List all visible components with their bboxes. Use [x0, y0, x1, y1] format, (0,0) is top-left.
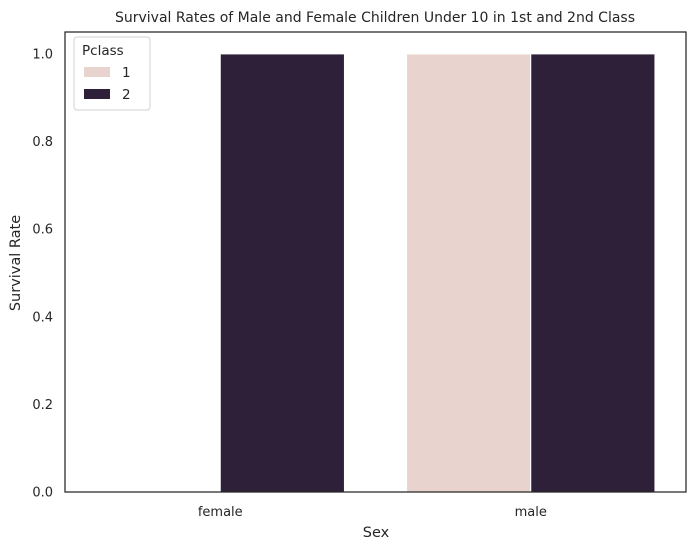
bar-female-pclass-2 — [219, 53, 345, 493]
legend-swatch-pclass-1 — [84, 67, 110, 77]
plot-frame — [64, 31, 687, 493]
x-tick-label: male — [515, 505, 547, 520]
legend-swatch-pclass-2 — [84, 89, 110, 99]
y-tick-label: 0.8 — [32, 135, 53, 150]
legend-title: Pclass — [82, 43, 124, 59]
bar-male-pclass-1 — [406, 53, 532, 493]
chart-title: Survival Rates of Male and Female Childr… — [115, 10, 635, 26]
legend-label-pclass-1: 1 — [122, 65, 131, 81]
bar-male-pclass-2 — [530, 53, 656, 493]
y-tick-label: 0.2 — [32, 398, 53, 413]
y-axis-label: Survival Rate — [8, 215, 24, 311]
y-tick-label: 0.4 — [32, 310, 53, 325]
y-tick-label: 0.0 — [32, 486, 53, 501]
y-tick-label: 0.6 — [32, 223, 53, 238]
plot-area: 0.0 0.2 0.4 0.6 0.8 1.0 female male — [32, 31, 687, 520]
x-axis-label: Sex — [363, 525, 390, 541]
y-tick-label: 1.0 — [32, 47, 53, 62]
legend-label-pclass-2: 2 — [122, 87, 131, 103]
x-tick-label: female — [198, 505, 243, 520]
legend: Pclass 1 2 — [73, 36, 151, 111]
